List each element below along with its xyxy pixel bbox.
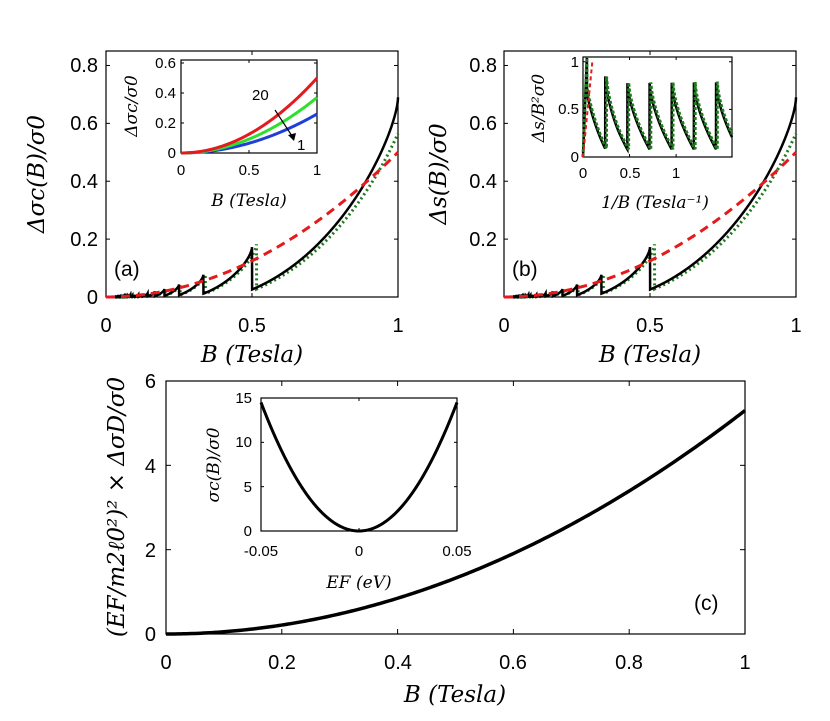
panel-c-xtick: 0 — [160, 652, 171, 674]
panel-b: 0 0.5 1 0.2 0.4 0.6 0.8 B (Tesla) Δs(B)/… — [426, 50, 802, 368]
panel-b-inset-box — [582, 56, 733, 158]
panel-c-ytick: 0 — [145, 624, 156, 646]
panel-b-inset-xtick: 1 — [672, 165, 680, 182]
panel-a-inset-series-20 — [180, 76, 319, 155]
panel-b-inset-ytick: 0.5 — [558, 101, 579, 118]
panel-a-xlabel: B (Tesla) — [200, 342, 303, 368]
panel-b-series-dashed — [504, 151, 798, 299]
panel-b-inset-xtick: 0 — [579, 165, 587, 182]
panel-a-ytick: 0.2 — [70, 229, 98, 251]
panel-a-ytick: 0.4 — [70, 171, 98, 193]
panel-a-ytick: 0 — [87, 287, 98, 309]
panel-b-xtick: 1 — [790, 315, 801, 337]
panel-a-label: (a) — [114, 258, 140, 281]
panel-c-label: (c) — [694, 592, 719, 615]
panel-a: 0 0.5 1 0 0.2 0.4 0.6 0.8 B (Tesla) Δσc(… — [24, 50, 404, 368]
panel-b-ytick: 0.2 — [469, 229, 497, 251]
panel-c-xtick: 0.8 — [615, 652, 643, 674]
panel-b-xtick: 0.5 — [636, 315, 664, 337]
panel-c-inset-xtick: 0.05 — [442, 543, 471, 560]
panel-a-inset-ytick: 0 — [168, 145, 176, 162]
panel-a-ylabel: Δσc(B)/σ0 — [24, 115, 50, 234]
panel-a-series-dashed — [106, 151, 400, 299]
panel-c-inset-ytick: 15 — [235, 390, 252, 407]
panel-a-inset-xtick: 1 — [313, 162, 321, 179]
panel-c-inset-ytick: 5 — [244, 479, 252, 496]
panel-c-inset-xtick: -0.05 — [244, 543, 278, 560]
panel-a-inset-ytick: 0.6 — [155, 55, 176, 72]
panel-a-plot — [105, 51, 400, 299]
panel-a-inset-arrowhead — [288, 133, 296, 141]
panel-a-inset-ylabel: Δσc/σ0 — [122, 75, 142, 138]
panel-b-series-solid — [504, 97, 798, 299]
panel-a-ytick: 0.6 — [70, 113, 98, 135]
panel-b-inset-ylabel: Δs/B²σ0 — [529, 74, 549, 144]
panel-c-inset-xlabel: EF (eV) — [325, 573, 391, 593]
panel-a-inset-ytick: 0.4 — [155, 85, 176, 102]
panel-c-xtick: 0.4 — [384, 652, 412, 674]
panel-a-inset-annot-bottom: 1 — [297, 137, 305, 154]
panel-b-inset-plot — [581, 57, 734, 158]
panel-c-xtick: 1 — [739, 652, 750, 674]
panel-a-ytick: 0.8 — [70, 55, 98, 77]
panel-b-inset-ytick: 0 — [571, 149, 579, 166]
panel-b-label: (b) — [512, 258, 538, 281]
panel-b-ytick: 0.4 — [469, 171, 497, 193]
panel-c-xtick: 0.6 — [499, 652, 527, 674]
panel-a-inset-ytick: 0.2 — [155, 115, 176, 132]
panel-c-inset-box — [260, 397, 458, 532]
panel-a-inset-xtick: 0 — [177, 162, 185, 179]
panel-c-ytick: 2 — [145, 540, 156, 562]
panel-c: 0 0.2 0.4 0.6 0.8 1 0 2 4 6 B (Tesla) (E… — [104, 371, 751, 708]
panel-a-yticks: 0 0.2 0.4 0.6 0.8 — [70, 55, 98, 309]
panel-c-ytick: 4 — [145, 456, 156, 478]
panel-c-series-curve — [165, 409, 747, 636]
panel-c-ylabel: (EF/m2ℓ0²)² × ΔσD/σ0 — [104, 377, 130, 637]
panel-a-inset-plot — [180, 60, 319, 155]
panel-b-ytick: 0.8 — [469, 55, 497, 77]
panel-b-ytick: 0.6 — [469, 113, 497, 135]
panel-c-inset-ytick: 10 — [235, 434, 252, 451]
panel-a-inset-arrow — [274, 109, 295, 140]
panel-a-inset-xlabel: B (Tesla) — [210, 191, 287, 211]
panel-b-xlabel: B (Tesla) — [598, 342, 701, 368]
panel-a-series-solid — [106, 97, 400, 299]
panel-a-xtick: 1 — [392, 315, 403, 337]
panel-c-xtick: 0.2 — [268, 652, 296, 674]
panel-c-inset-xtick: 0 — [355, 543, 363, 560]
panel-b-inset-xlabel: 1/B (Tesla⁻¹) — [601, 193, 709, 213]
panel-c-inset-plot — [259, 397, 459, 533]
panel-c-axes-box — [165, 380, 746, 635]
panel-c-inset-ylabel: σc(B)/σ0 — [204, 427, 224, 502]
panel-c-ytick: 6 — [145, 371, 156, 393]
panel-c-inset-series-curve — [259, 401, 459, 533]
panel-a-xtick: 0 — [100, 315, 111, 337]
panel-c-plot — [165, 380, 747, 636]
panel-b-plot — [503, 51, 798, 299]
panel-a-inset-xtick: 0.5 — [239, 162, 260, 179]
panel-b-xtick: 0 — [498, 315, 509, 337]
panel-b-inset-ytick: 1 — [571, 54, 579, 71]
panel-b-inset-series-dashed — [582, 61, 594, 158]
panel-a-xtick: 0.5 — [238, 315, 266, 337]
panel-a-xticks: 0 0.5 1 — [100, 315, 403, 337]
panel-b-ylabel: Δs(B)/σ0 — [426, 123, 452, 225]
panel-b-inset-series-dotted — [581, 57, 734, 158]
panel-b-inset-xtick: 0.5 — [620, 165, 641, 182]
panel-c-inset-ytick: 0 — [244, 523, 252, 540]
panel-c-xlabel: B (Tesla) — [403, 682, 506, 708]
panel-b-inset-series-solid — [581, 57, 734, 158]
panel-a-inset-annot-top: 20 — [252, 87, 269, 104]
